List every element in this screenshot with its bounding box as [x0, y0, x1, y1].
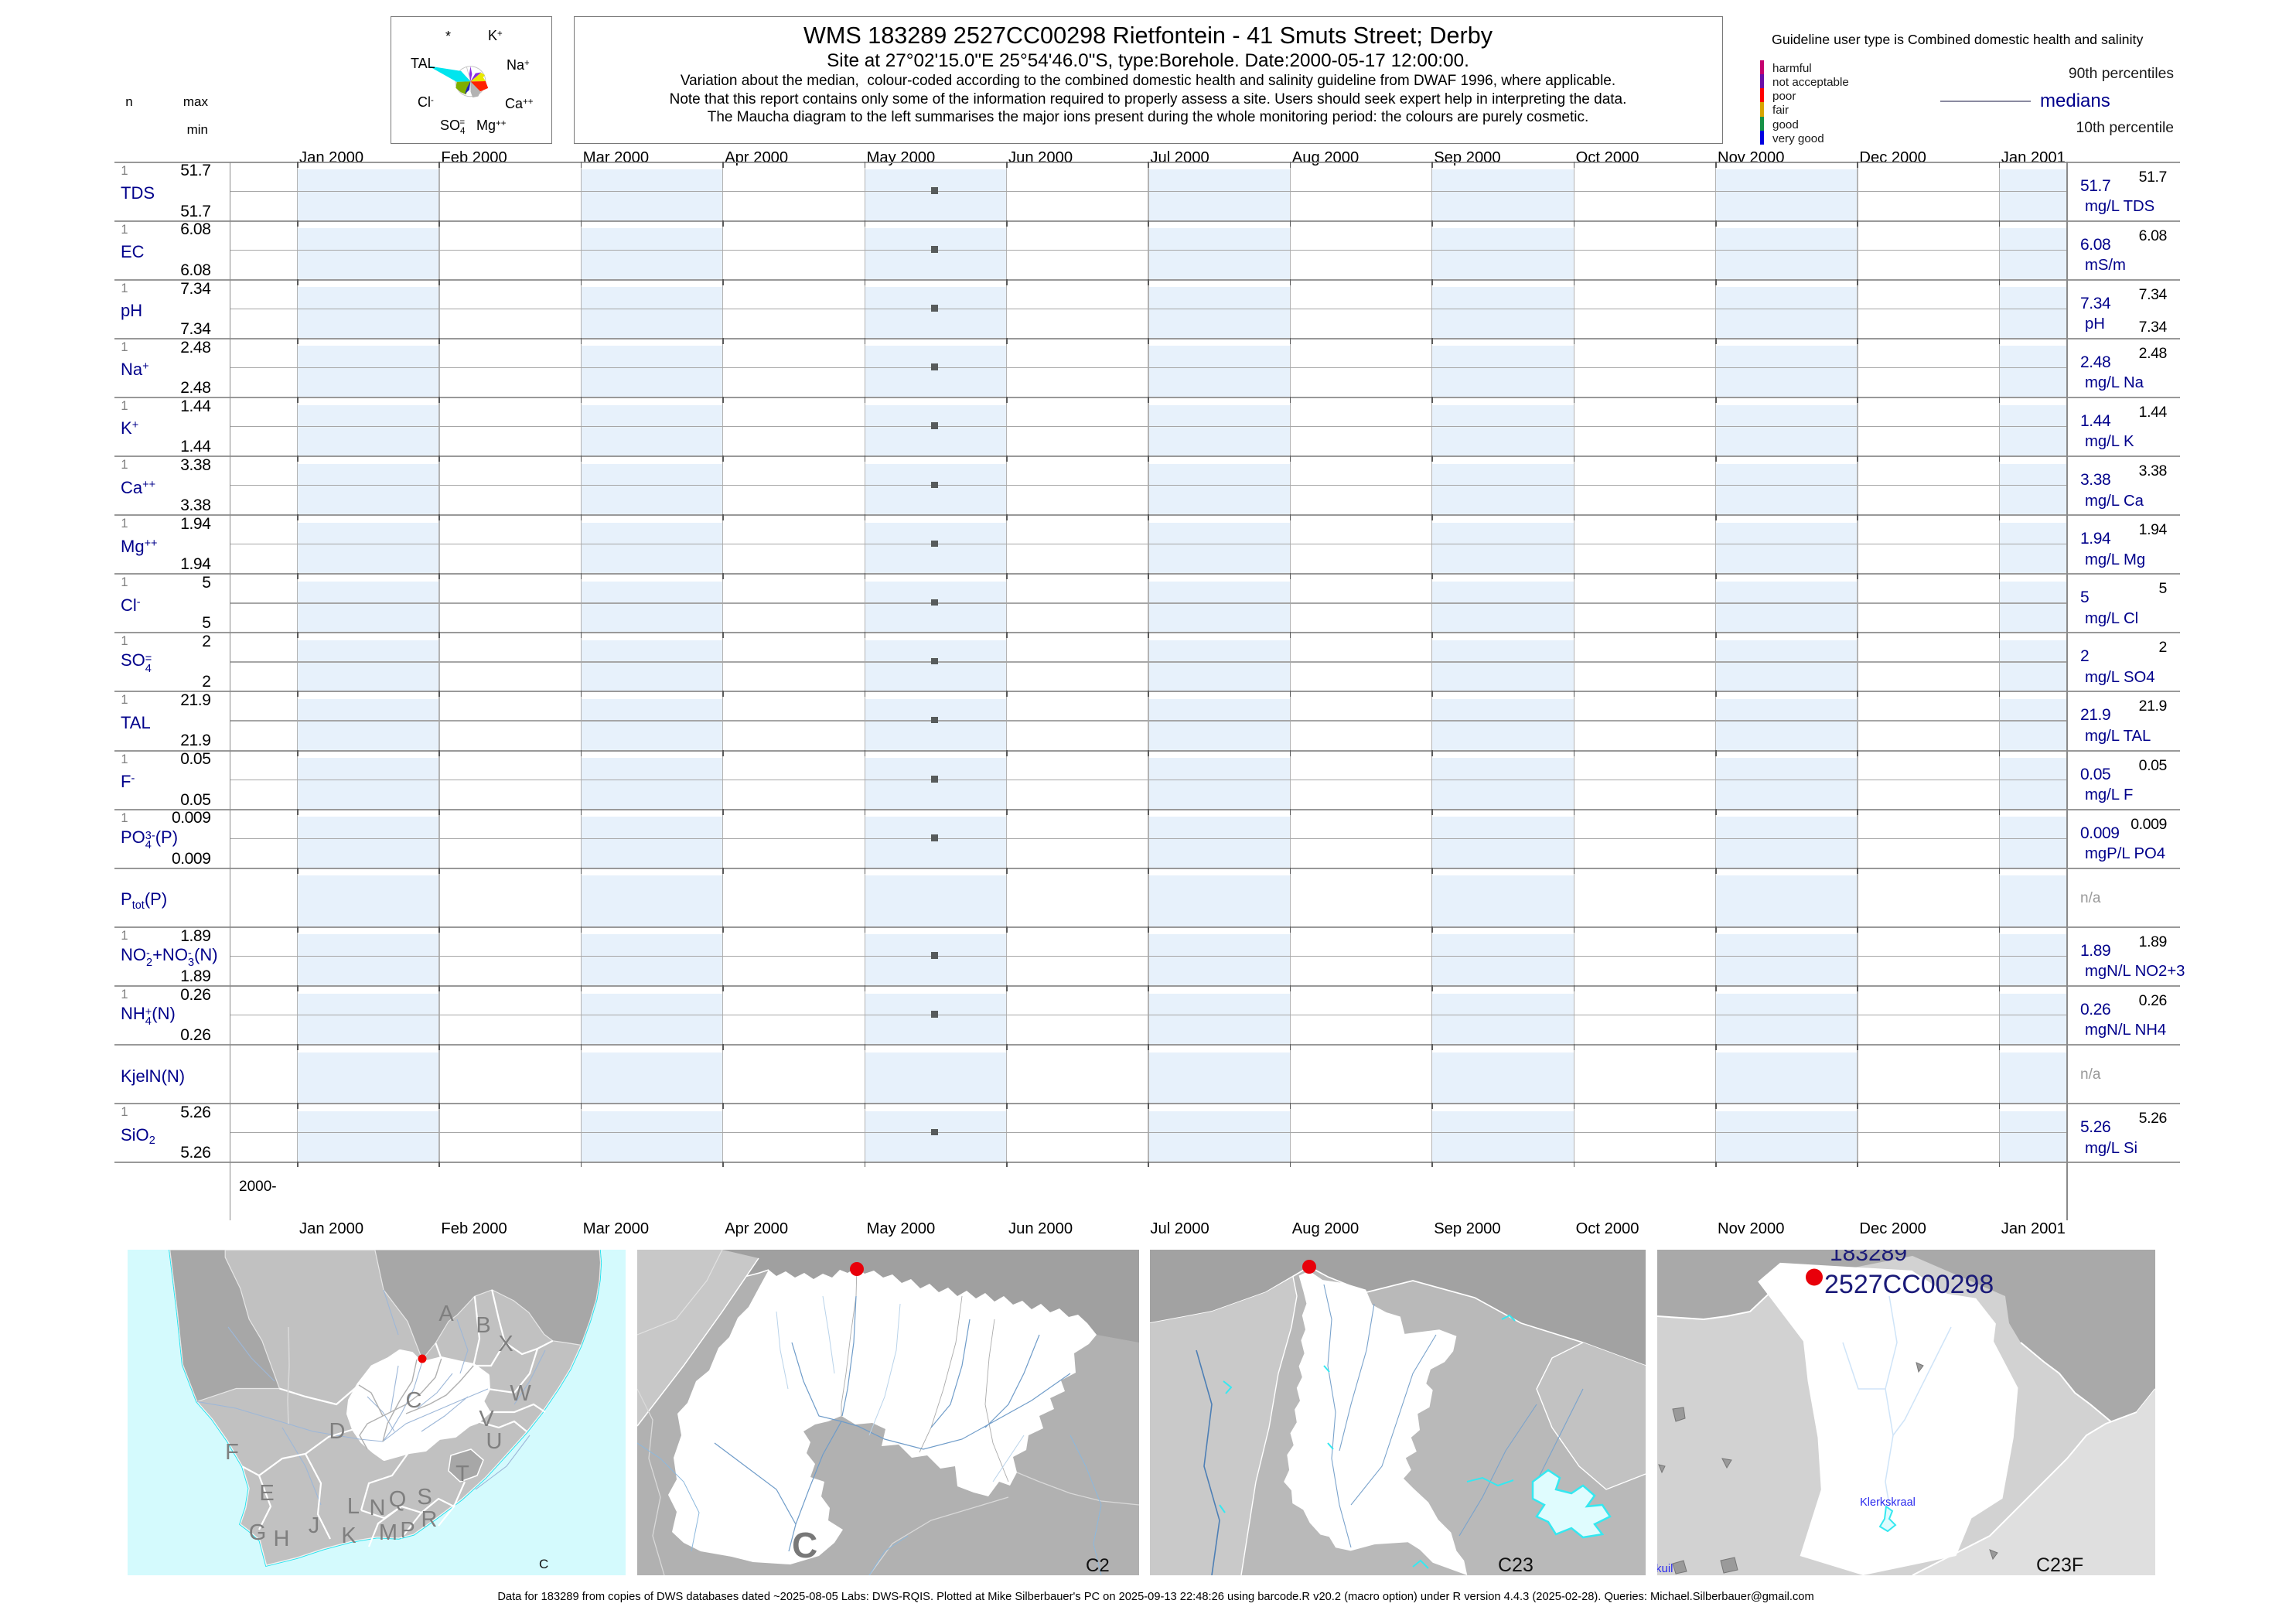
svg-text:Ca++: Ca++ — [505, 96, 534, 111]
svg-text:Cl-: Cl- — [418, 94, 434, 110]
svg-text:U: U — [486, 1429, 503, 1454]
svg-text:F: F — [225, 1440, 239, 1465]
svg-text:Na+: Na+ — [507, 57, 530, 73]
svg-text:G: G — [249, 1520, 267, 1545]
svg-text:2527CC00298: 2527CC00298 — [1824, 1270, 1994, 1299]
svg-text:J: J — [309, 1513, 320, 1538]
svg-text:A: A — [438, 1302, 454, 1326]
svg-text:L: L — [347, 1494, 360, 1519]
svg-text:D: D — [329, 1419, 346, 1444]
svg-text:*: * — [445, 29, 451, 44]
svg-text:C: C — [406, 1388, 422, 1413]
svg-text:kuil: kuil — [1657, 1562, 1673, 1575]
svg-text:W: W — [510, 1381, 531, 1406]
svg-text:R: R — [421, 1507, 438, 1532]
svg-text:183289: 183289 — [1830, 1250, 1907, 1266]
svg-text:SO4=: SO4= — [440, 118, 466, 136]
svg-text:T: T — [455, 1462, 469, 1486]
svg-text:V: V — [479, 1407, 494, 1431]
svg-text:Q: Q — [389, 1487, 407, 1512]
svg-text:X: X — [498, 1332, 513, 1356]
svg-text:E: E — [259, 1481, 274, 1506]
svg-text:Klerkskraal: Klerkskraal — [1860, 1496, 1916, 1509]
svg-text:K+: K+ — [488, 28, 503, 43]
svg-text:K: K — [341, 1523, 357, 1548]
svg-text:C: C — [792, 1525, 817, 1565]
svg-text:B: B — [476, 1313, 490, 1338]
svg-text:N: N — [370, 1496, 386, 1520]
svg-text:P: P — [400, 1518, 415, 1543]
svg-text:TAL: TAL — [411, 56, 435, 71]
svg-text:C23: C23 — [1498, 1554, 1534, 1575]
svg-text:C23F: C23F — [2036, 1554, 2083, 1575]
svg-text:S: S — [417, 1485, 432, 1510]
svg-text:M: M — [379, 1520, 397, 1545]
svg-text:Mg++: Mg++ — [476, 118, 507, 133]
svg-text:C2: C2 — [1086, 1555, 1110, 1575]
svg-text:C: C — [539, 1557, 548, 1571]
svg-text:H: H — [274, 1527, 290, 1551]
